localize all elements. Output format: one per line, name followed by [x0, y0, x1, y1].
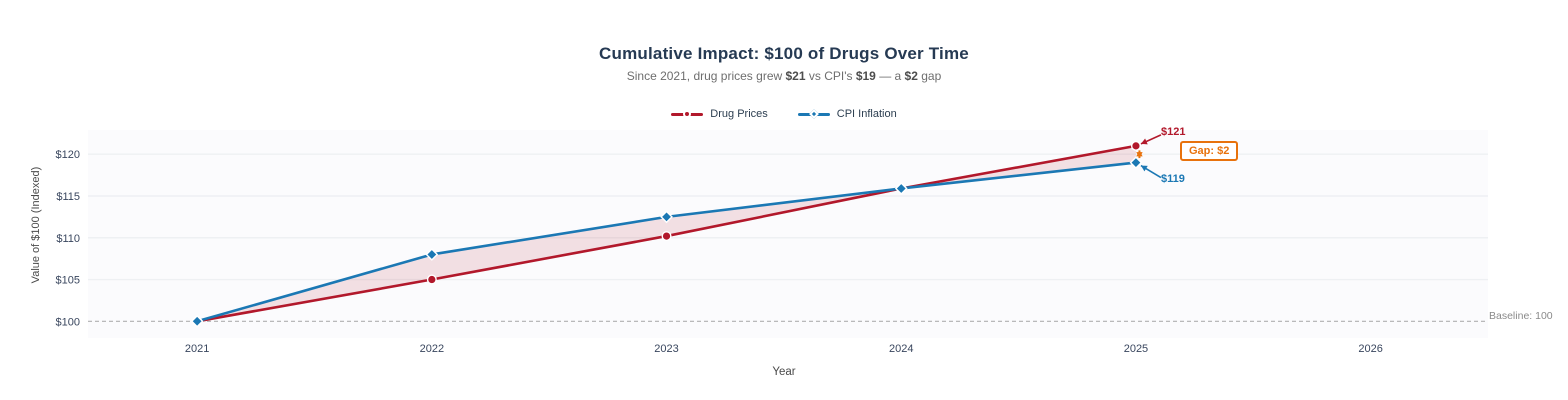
subtitle-drug-growth-value: $21 [785, 69, 806, 83]
legend-item-cpi-inflation: CPI Inflation [797, 107, 897, 121]
y-tick-label: $120 [56, 149, 80, 161]
y-tick-label: $115 [56, 191, 80, 203]
cpi-inflation-point [190, 314, 204, 328]
drug-prices-point [1130, 140, 1141, 151]
subtitle-gap-value: $2 [904, 69, 918, 83]
y-tick-label: $110 [56, 233, 80, 245]
drug-prices-point [661, 231, 672, 242]
x-tick-label: 2022 [420, 343, 444, 355]
drug-end-value-label: $121 [1161, 126, 1186, 138]
y-axis-label: Value of $100 (Indexed) [30, 166, 42, 284]
x-tick-label: 2026 [1358, 343, 1382, 355]
cpi-inflation-diamond-marker-icon [808, 109, 819, 119]
cpi-inflation-line-icon [797, 107, 830, 121]
cpi-inflation-point [425, 248, 439, 261]
cpi-annotation-arrow-head [1140, 165, 1148, 172]
gap-annotation-badge: Gap: $2 [1180, 141, 1239, 161]
drug-prices-point [426, 274, 437, 285]
legend-label-cpi-inflation: CPI Inflation [836, 108, 897, 120]
y-tick-label: $100 [56, 316, 80, 328]
cpi-end-value-label: $119 [1161, 173, 1185, 185]
subtitle-text: — a [875, 69, 905, 83]
x-axis-label: Year [772, 366, 796, 378]
x-tick-label: 2024 [889, 343, 913, 355]
drug-prices-circle-marker-icon [683, 110, 692, 118]
chart-legend: Drug Prices CPI Inflation [0, 107, 1568, 121]
subtitle-text: gap [917, 69, 942, 83]
x-tick-label: 2025 [1124, 343, 1148, 355]
cpi-inflation-point [894, 182, 908, 195]
legend-item-drug-prices: Drug Prices [671, 107, 768, 121]
baseline-annotation-label: Baseline: 100 [1489, 310, 1553, 322]
y-tick-label: $105 [56, 275, 80, 287]
cpi-inflation-point [660, 210, 673, 224]
plot-background [88, 130, 1488, 338]
chart-subtitle: Since 2021, drug prices grew $21 vs CPI'… [0, 69, 1568, 83]
subtitle-text: vs CPI's [805, 69, 856, 83]
drug-annotation-arrow-head [1140, 138, 1148, 145]
chart-title: Cumulative Impact: $100 of Drugs Over Ti… [599, 44, 969, 63]
legend-label-drug-prices: Drug Prices [710, 108, 768, 120]
subtitle-cpi-growth-value: $19 [855, 69, 876, 83]
x-tick-label: 2021 [185, 343, 209, 355]
cpi-inflation-point [1129, 156, 1143, 169]
x-tick-label: 2023 [654, 343, 678, 355]
gap-double-arrow-head [1136, 152, 1143, 159]
subtitle-text: Since 2021, drug prices grew [626, 69, 786, 83]
drug-prices-line-icon [671, 107, 704, 121]
